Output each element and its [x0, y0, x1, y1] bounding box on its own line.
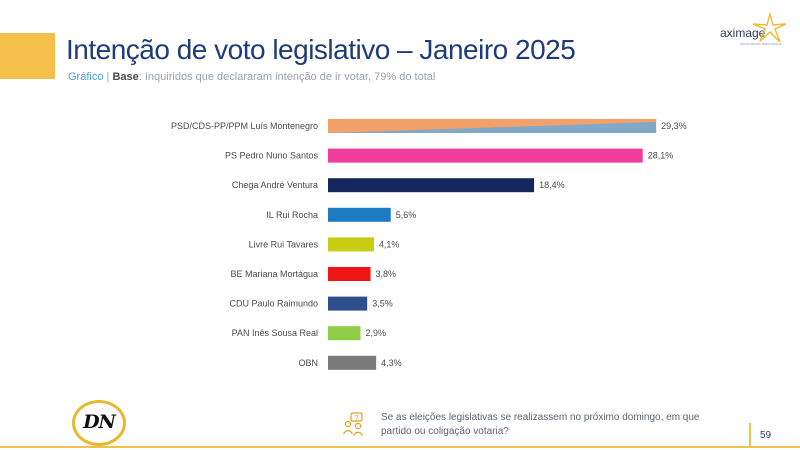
title-accent-block — [0, 33, 55, 79]
aximage-logo-tagline: consultores associados — [740, 41, 782, 46]
dn-newspaper-logo: DN — [72, 400, 126, 446]
page-number: 59 — [760, 430, 772, 441]
subtitle-base-label: Base — [112, 71, 139, 83]
page-number-divider — [749, 423, 751, 447]
bar-chart: PSD/CDS-PP/PPM Luís Montenegro 29,3% PS Pe… — [171, 119, 687, 370]
value-label: 4,1% — [379, 239, 400, 249]
bottom-accent-line — [0, 446, 800, 448]
value-label: 4,3% — [381, 358, 402, 368]
bar — [328, 178, 535, 193]
bar — [328, 326, 361, 341]
category-label: PS Pedro Nuno Santos — [225, 151, 319, 161]
bar — [328, 119, 657, 133]
star-icon — [752, 12, 787, 43]
value-label: 29,3% — [661, 121, 687, 131]
value-label: 3,8% — [376, 269, 397, 279]
aximage-logo: aximage consultores associados — [712, 12, 792, 50]
chart-subtitle: Gráfico | Base: Inquiridos que declarara… — [68, 71, 435, 83]
value-label: 3,5% — [372, 299, 393, 309]
survey-question: Se as eleições legislativas se realizass… — [381, 412, 700, 437]
bar — [328, 237, 374, 252]
bar — [328, 148, 643, 163]
value-label: 2,9% — [365, 328, 386, 338]
value-label: 28,1% — [648, 151, 674, 161]
subtitle-base-text: : Inquiridos que declararam intenção de … — [138, 71, 436, 83]
category-label: PAN Inês Sousa Real — [232, 328, 318, 338]
value-label: 18,4% — [539, 180, 565, 190]
category-label: BE Mariana Mortágua — [230, 269, 318, 279]
aximage-logo-text: aximage — [720, 26, 766, 40]
category-label: PSD/CDS-PP/PPM Luís Montenegro — [171, 121, 318, 131]
page-title: Intenção de voto legislativo – Janeiro 2… — [66, 34, 576, 65]
bar — [328, 355, 377, 370]
subtitle-kind: Gráfico — [68, 71, 104, 83]
dn-logo-text: DN — [83, 411, 116, 433]
category-label: OBN — [298, 358, 318, 368]
value-label: 5,6% — [396, 210, 417, 220]
people-question-icon: ? — [342, 412, 363, 436]
category-label: IL Rui Rocha — [266, 210, 318, 220]
bar — [328, 296, 368, 311]
bar — [328, 207, 391, 222]
bar — [328, 267, 371, 281]
subtitle-separator: | — [106, 71, 110, 83]
svg-text:?: ? — [355, 415, 359, 422]
category-label: Livre Rui Tavares — [249, 239, 319, 249]
category-label: CDU Paulo Raimundo — [229, 299, 318, 309]
category-label: Chega André Ventura — [232, 180, 318, 190]
